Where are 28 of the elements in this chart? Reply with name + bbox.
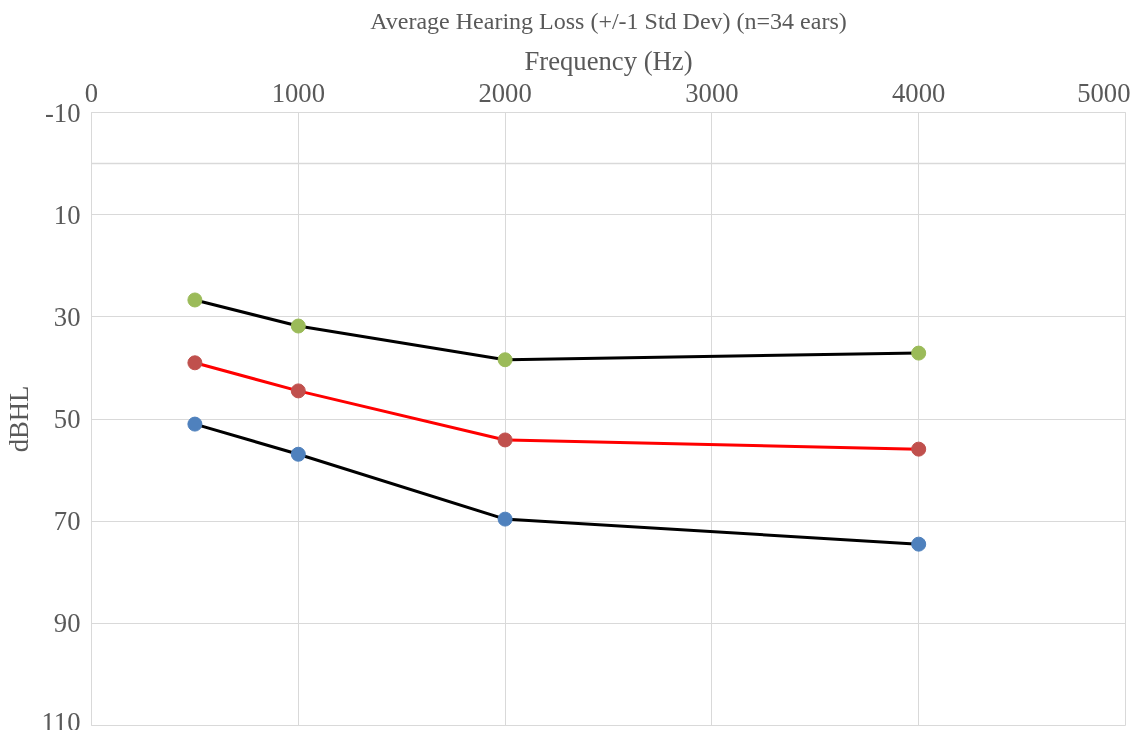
y-tick-label: -10 xyxy=(44,97,81,128)
point xyxy=(187,355,203,371)
y-tick-label: 70 xyxy=(53,506,81,537)
x-tick-label: 2000 xyxy=(478,77,532,108)
x-tick-label: 0 xyxy=(84,77,99,108)
chart-title: Average Hearing Loss (+/-1 Std Dev) (n=34 ears) xyxy=(370,7,847,34)
point xyxy=(187,292,203,308)
y-tick-label: 90 xyxy=(53,608,81,639)
y-tick-label: 50 xyxy=(53,404,81,434)
point xyxy=(497,352,513,368)
x-axis-title: Frequency (Hz) xyxy=(524,45,693,76)
x-tick-label: 4000 xyxy=(892,77,946,108)
point xyxy=(911,345,927,361)
y-tick-label: 30 xyxy=(53,301,81,332)
x-tick-label: 5000 xyxy=(1077,77,1131,108)
point xyxy=(911,536,927,552)
point xyxy=(290,446,306,462)
point xyxy=(290,383,306,399)
y-tick-label: 110 xyxy=(41,706,81,736)
y-tick-label: 10 xyxy=(53,199,81,230)
point xyxy=(911,441,927,457)
point xyxy=(497,511,513,527)
y-axis-title: dBHL xyxy=(3,385,34,453)
point xyxy=(187,416,203,432)
x-tick-label: 1000 xyxy=(271,77,325,108)
point xyxy=(290,318,306,334)
point xyxy=(497,432,513,448)
x-tick-label: 3000 xyxy=(685,77,739,108)
